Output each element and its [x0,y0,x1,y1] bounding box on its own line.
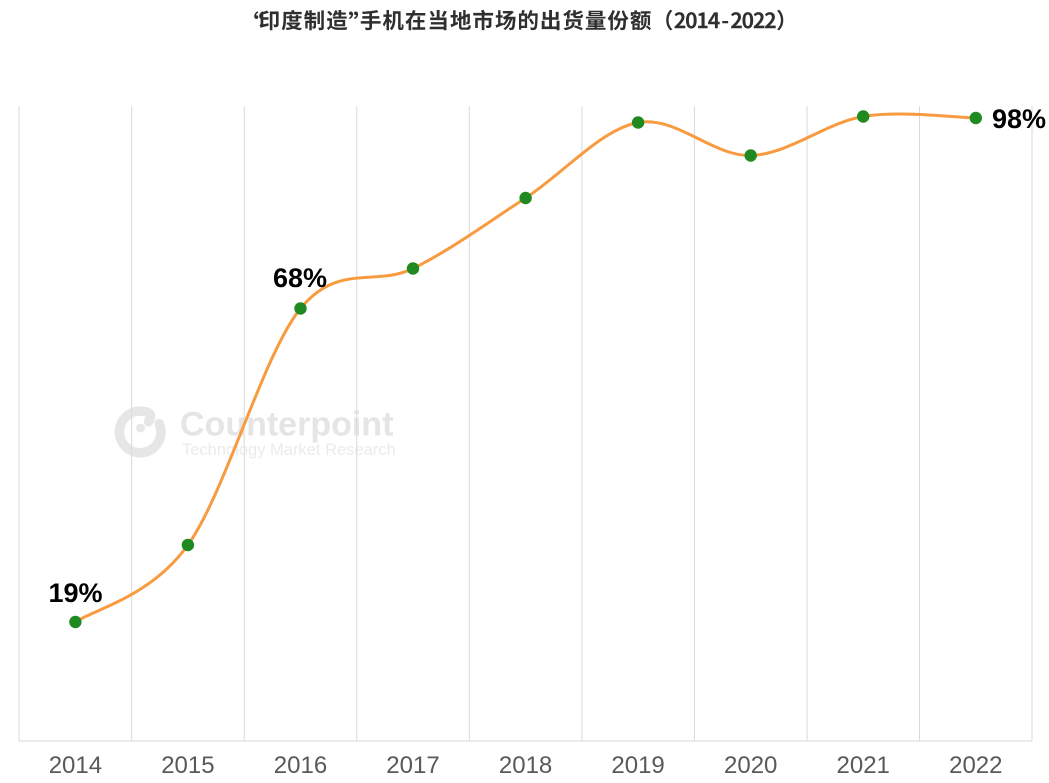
svg-text:2017: 2017 [386,752,439,779]
svg-text:2021: 2021 [837,752,890,779]
svg-text:2022: 2022 [949,752,1002,779]
svg-text:2018: 2018 [499,752,552,779]
svg-text:68%: 68% [273,263,327,293]
svg-text:Technology Market Research: Technology Market Research [182,441,396,459]
svg-text:2016: 2016 [274,752,327,779]
svg-text:2015: 2015 [161,752,214,779]
svg-text:2019: 2019 [611,752,664,779]
svg-text:2020: 2020 [724,752,777,779]
svg-text:98%: 98% [992,104,1046,134]
svg-text:19%: 19% [48,578,102,608]
svg-text:2014: 2014 [49,752,102,779]
svg-text:Counterpoint: Counterpoint [180,406,393,444]
